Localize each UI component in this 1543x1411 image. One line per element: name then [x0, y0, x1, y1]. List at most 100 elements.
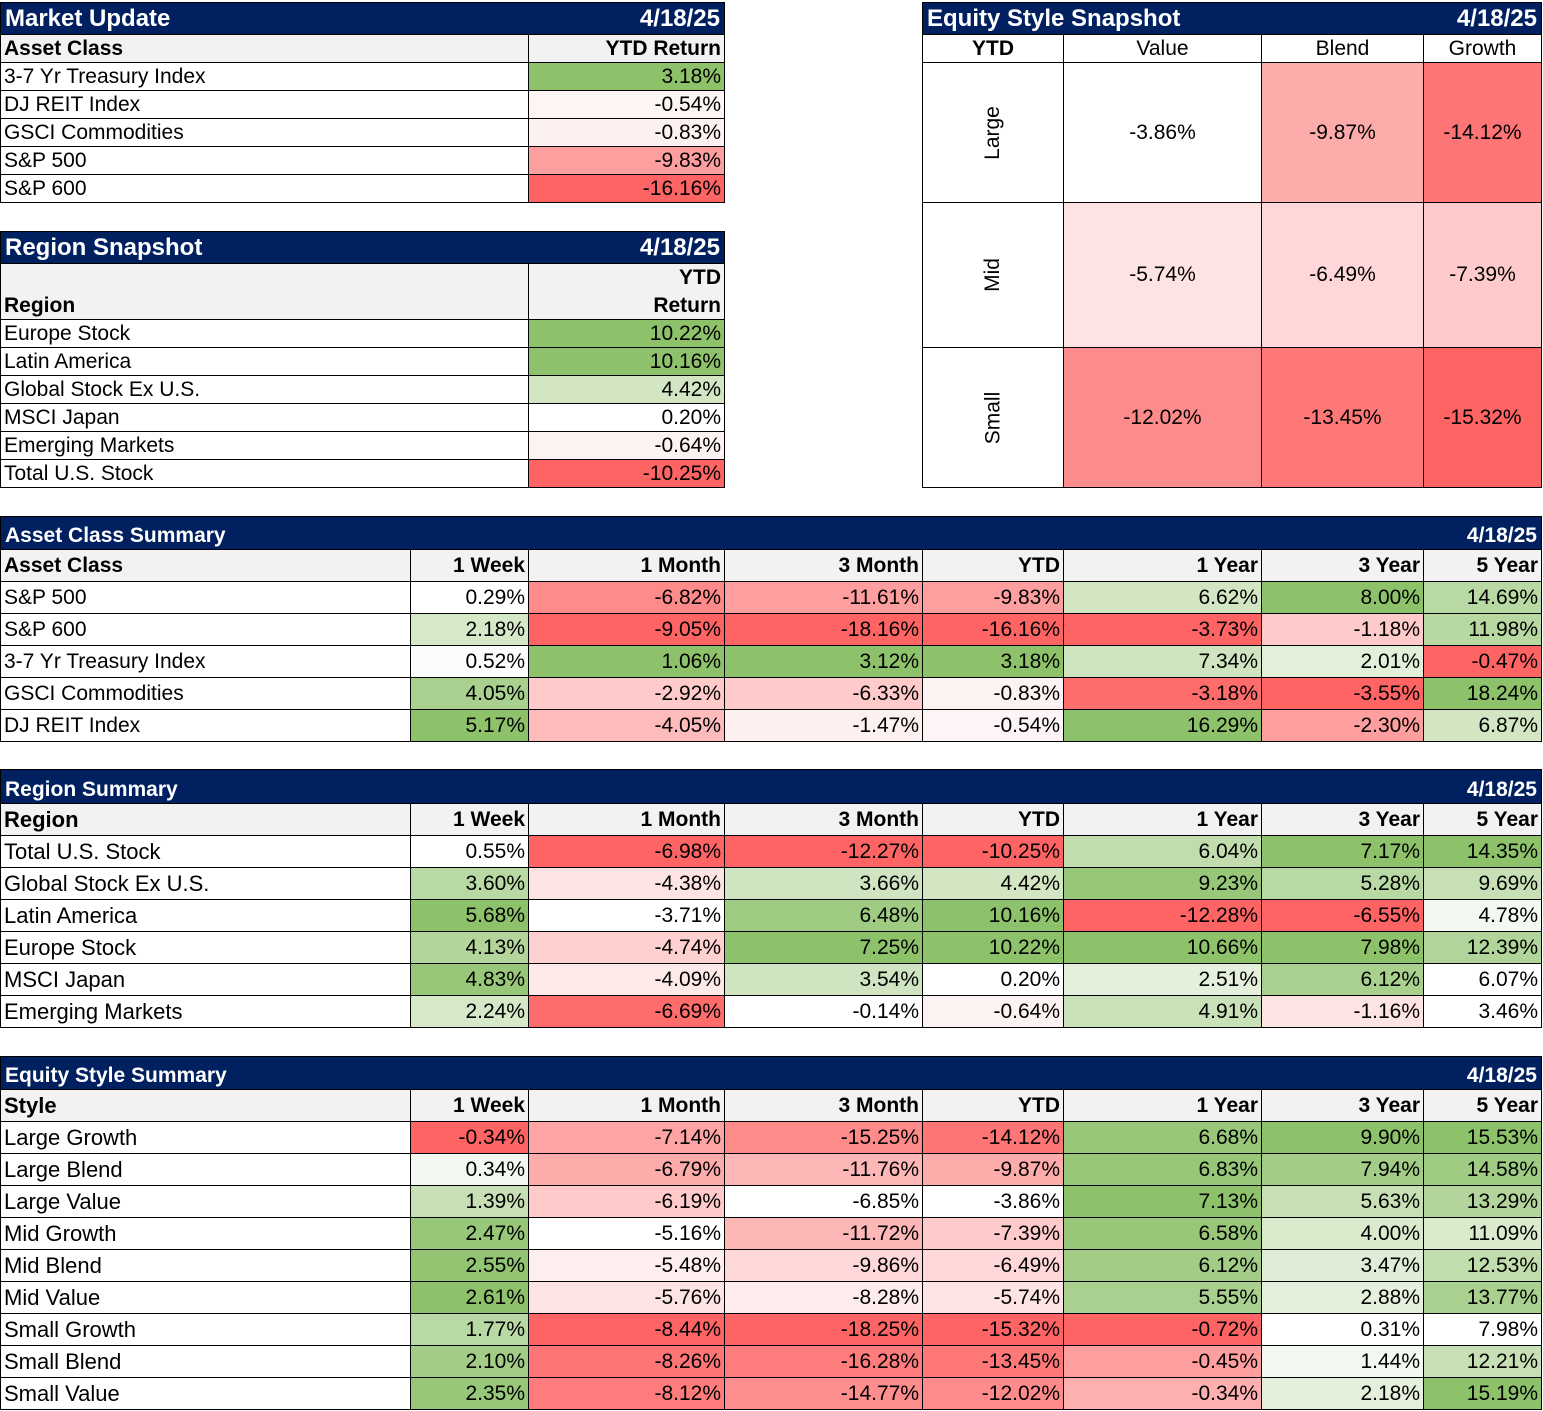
asset-class-summary-title: Asset Class Summary: [5, 524, 226, 547]
row-label: 3-7 Yr Treasury Index: [1, 63, 529, 91]
region-summary-header: Region Summary 4/18/25: [0, 769, 1542, 804]
row-label: S&P 500: [1, 147, 529, 175]
row-value: -3.55%: [1262, 678, 1424, 710]
row-value: -0.72%: [1064, 1314, 1262, 1346]
row-value: 5.17%: [411, 710, 529, 742]
row-label: S&P 600: [1, 175, 529, 203]
market-update-table: Asset Class YTD Return 3-7 Yr Treasury Ind…: [0, 35, 725, 203]
row-label: Total U.S. Stock: [1, 460, 529, 488]
row-value: 7.34%: [1064, 646, 1262, 678]
asset-class-summary-panel: Asset Class Summary 4/18/25 Asset Class 1…: [0, 516, 1543, 743]
row-value: -0.34%: [411, 1122, 529, 1154]
row-value: 6.58%: [1064, 1218, 1262, 1250]
equity-style-summary-panel: Equity Style Summary 4/18/25 Style 1 Week…: [0, 1056, 1543, 1411]
row-value: -11.72%: [725, 1218, 923, 1250]
column-header-period: 1 Month: [529, 1090, 725, 1122]
region-summary-panel: Region Summary 4/18/25 Region 1 Week 1 Mon…: [0, 769, 1543, 1029]
row-value: 7.13%: [1064, 1186, 1262, 1218]
row-value: -7.39%: [923, 1218, 1064, 1250]
row-value: -1.16%: [1262, 996, 1424, 1028]
column-header-period: 3 Month: [725, 804, 923, 836]
row-value: 3.46%: [1424, 996, 1542, 1028]
column-header-period: 1 Year: [1064, 804, 1262, 836]
column-header-period: 3 Year: [1262, 1090, 1424, 1122]
row-value: -5.48%: [529, 1250, 725, 1282]
column-header-period: YTD: [923, 1090, 1064, 1122]
row-value: 0.29%: [411, 582, 529, 614]
row-value: -6.33%: [725, 678, 923, 710]
column-header-period: 3 Year: [1262, 550, 1424, 582]
row-value: 2.10%: [411, 1346, 529, 1378]
row-label: S&P 600: [1, 614, 411, 646]
column-header-growth: Growth: [1424, 35, 1542, 63]
row-value: -8.26%: [529, 1346, 725, 1378]
size-label: Mid: [981, 258, 1004, 292]
row-value: 9.23%: [1064, 868, 1262, 900]
row-value: 4.83%: [411, 964, 529, 996]
row-value: 7.17%: [1262, 836, 1424, 868]
style-cell: -7.39%: [1424, 203, 1542, 348]
row-value: 5.55%: [1064, 1282, 1262, 1314]
row-value: -0.54%: [529, 91, 725, 119]
row-value: 3.47%: [1262, 1250, 1424, 1282]
style-cell: -13.45%: [1262, 348, 1424, 488]
row-value: 4.13%: [411, 932, 529, 964]
row-value: 4.05%: [411, 678, 529, 710]
row-value: -9.83%: [923, 582, 1064, 614]
row-value: -0.47%: [1424, 646, 1542, 678]
row-value: 11.09%: [1424, 1218, 1542, 1250]
row-value: -8.44%: [529, 1314, 725, 1346]
asset-class-summary-table: Asset Class 1 Week 1 Month 3 Month YTD 1 Year…: [0, 550, 1542, 742]
row-value: -4.38%: [529, 868, 725, 900]
row-value: 0.20%: [923, 964, 1064, 996]
row-value: 0.20%: [529, 404, 725, 432]
market-update-header: Market Update 4/18/25: [0, 2, 725, 35]
equity-style-snapshot-title: Equity Style Snapshot: [927, 4, 1181, 32]
row-value: -12.27%: [725, 836, 923, 868]
region-snapshot-table: Region YTD Return Europe Stock 10.22% Latin A…: [0, 264, 725, 488]
row-value: -15.25%: [725, 1122, 923, 1154]
column-header-period: 5 Year: [1424, 1090, 1542, 1122]
row-label: DJ REIT Index: [1, 710, 411, 742]
column-header-period: 5 Year: [1424, 550, 1542, 582]
row-value: 13.77%: [1424, 1282, 1542, 1314]
row-value: 12.39%: [1424, 932, 1542, 964]
row-value: -7.14%: [529, 1122, 725, 1154]
row-value: 2.61%: [411, 1282, 529, 1314]
row-label-small: Small: [923, 348, 1064, 488]
row-label: Latin America: [1, 900, 411, 932]
row-label: MSCI Japan: [1, 404, 529, 432]
row-value: -9.83%: [529, 147, 725, 175]
row-value: -6.69%: [529, 996, 725, 1028]
region-summary-date: 4/18/25: [1466, 777, 1537, 801]
row-value: -4.74%: [529, 932, 725, 964]
row-value: -2.92%: [529, 678, 725, 710]
row-value: -16.16%: [923, 614, 1064, 646]
row-label: GSCI Commodities: [1, 678, 411, 710]
column-header-period: 1 Year: [1064, 550, 1262, 582]
corner-label-ytd: YTD: [923, 35, 1064, 63]
row-value: -6.79%: [529, 1154, 725, 1186]
column-header-label: Style: [1, 1090, 411, 1122]
row-value: 16.29%: [1064, 710, 1262, 742]
row-value: -0.45%: [1064, 1346, 1262, 1378]
row-value: -1.47%: [725, 710, 923, 742]
row-value: 2.55%: [411, 1250, 529, 1282]
row-label-large: Large: [923, 63, 1064, 203]
column-header-region: Region: [1, 264, 529, 320]
row-value: 5.28%: [1262, 868, 1424, 900]
row-value: 6.48%: [725, 900, 923, 932]
row-value: -0.83%: [529, 119, 725, 147]
region-summary-title: Region Summary: [5, 777, 178, 801]
row-value: 1.77%: [411, 1314, 529, 1346]
row-value: -5.76%: [529, 1282, 725, 1314]
row-value: 10.22%: [923, 932, 1064, 964]
row-value: -8.28%: [725, 1282, 923, 1314]
row-label: Small Growth: [1, 1314, 411, 1346]
row-label: Emerging Markets: [1, 996, 411, 1028]
column-header-ytd-return: YTD Return: [529, 264, 725, 320]
row-value: 2.24%: [411, 996, 529, 1028]
row-value: -0.83%: [923, 678, 1064, 710]
row-value: 6.68%: [1064, 1122, 1262, 1154]
row-value: -0.14%: [725, 996, 923, 1028]
